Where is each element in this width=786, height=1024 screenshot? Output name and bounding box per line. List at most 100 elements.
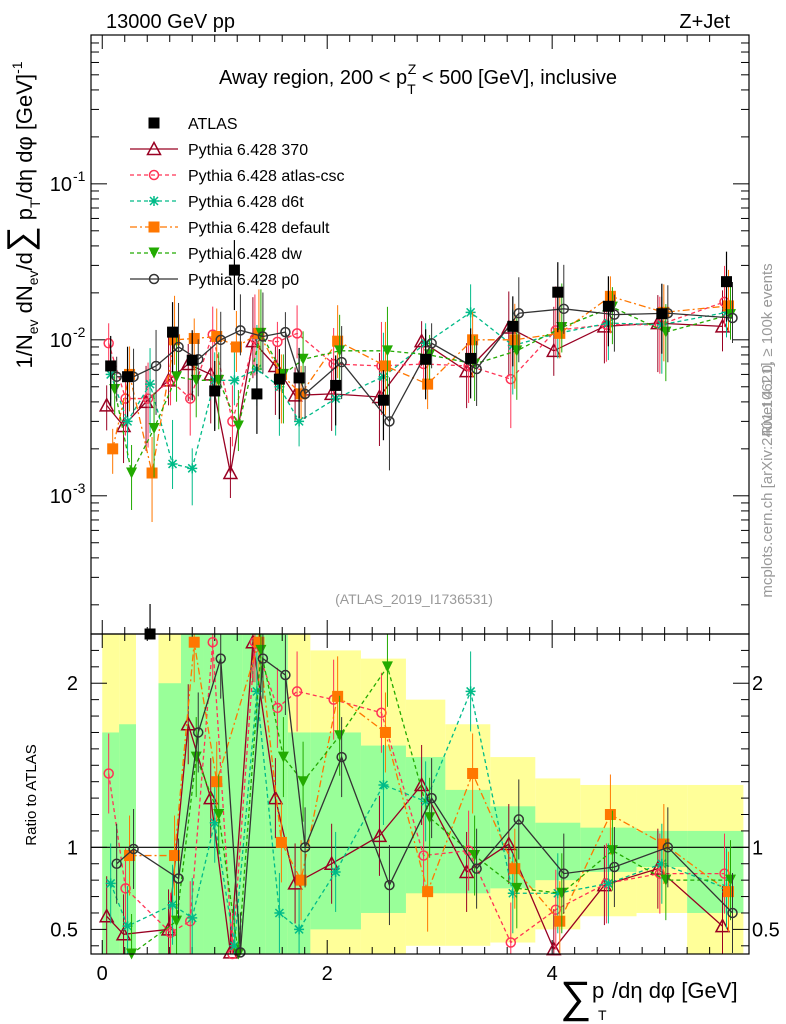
point-pythia-6-428-default bbox=[604, 290, 616, 302]
ratio-tick-label-right: 1 bbox=[752, 837, 763, 859]
ratio-point-pythia-6-428-p0 bbox=[192, 727, 204, 738]
point-pythia-6-428-370 bbox=[546, 342, 562, 358]
ratio-point-pythia-6-428-p0 bbox=[173, 873, 184, 884]
point-pythia-6-428-default bbox=[332, 335, 344, 347]
ratio-point-pythia-6-428-d6t bbox=[656, 858, 667, 869]
point-pythia-6-428-default bbox=[554, 327, 566, 339]
ratio-tick-label: 2 bbox=[67, 673, 78, 695]
ratio-point-pythia-6-428-d6t bbox=[274, 907, 285, 918]
point-pythia-6-428-370 bbox=[323, 385, 340, 401]
point-pythia-6-428-default bbox=[188, 332, 200, 344]
ratio-point-pythia-6-428-dw bbox=[334, 730, 346, 742]
ratio-band-green bbox=[242, 634, 266, 954]
atlas-point bbox=[122, 371, 134, 383]
atlas-point bbox=[105, 360, 117, 372]
legend-marker-pythia-6-428-370 bbox=[146, 140, 162, 156]
ratio-point-pythia-6-428-d6t bbox=[603, 878, 614, 889]
point-pythia-6-428-p0 bbox=[558, 303, 570, 315]
y-tick-label: 10 bbox=[50, 330, 72, 352]
ratio-ylabel: Ratio to ATLAS bbox=[23, 744, 40, 845]
ratio-point-pythia-6-428-dw bbox=[725, 874, 737, 886]
x-axis-label: ∑ p T /dη dφ [GeV] bbox=[560, 973, 738, 1023]
legend-marker-pythia-6-428-p0 bbox=[148, 273, 160, 285]
atlas-point bbox=[167, 326, 179, 338]
ratio-point-pythia-6-428-dw bbox=[277, 751, 289, 763]
point-pythia-6-428-d6t bbox=[187, 463, 198, 474]
point-pythia-6-428-p0 bbox=[257, 331, 269, 342]
ratio-point-pythia-6-428-dw bbox=[255, 644, 267, 656]
ratio-line-pythia-6-428-p0 bbox=[116, 657, 733, 953]
ratio-point-pythia-6-428-dw bbox=[171, 915, 183, 927]
ratio-point-pythia-6-428-370 bbox=[413, 776, 430, 792]
point-pythia-6-428-p0 bbox=[280, 326, 291, 338]
ratio-point-pythia-6-428-p0 bbox=[609, 861, 620, 873]
ratio-point-pythia-6-428-p0 bbox=[513, 814, 525, 825]
ratio-point-pythia-6-428-dw bbox=[424, 812, 436, 824]
header-left: 13000 GeV pp bbox=[106, 11, 235, 33]
ratio-point-pythia-6-428-p0 bbox=[727, 907, 738, 919]
point-pythia-6-428-p0 bbox=[215, 334, 226, 346]
svg-text:∑: ∑ bbox=[560, 973, 591, 1022]
ratio-point-pythia-6-428-default bbox=[554, 915, 566, 927]
point-pythia-6-428-p0 bbox=[111, 371, 122, 382]
atlas-point bbox=[656, 308, 668, 320]
ratio-point-pythia-6-428-atlas-csc bbox=[505, 937, 517, 948]
ratio-point-pythia-6-428-atlas-csc bbox=[207, 636, 218, 648]
ratio-point-pythia-6-428-dw bbox=[511, 882, 523, 894]
ratio-point-pythia-6-428-p0 bbox=[299, 842, 311, 853]
atlas-point bbox=[330, 379, 342, 391]
legend-marker-pythia-6-428-d6t bbox=[149, 196, 159, 206]
ratio-point-pythia-6-428-p0 bbox=[235, 947, 246, 958]
point-pythia-6-428-p0 bbox=[336, 356, 347, 368]
point-pythia-6-428-d6t bbox=[122, 416, 133, 427]
ratio-point-pythia-6-428-atlas-csc bbox=[291, 686, 303, 697]
point-pythia-6-428-default bbox=[422, 378, 434, 390]
ratio-band-green bbox=[158, 683, 181, 954]
point-pythia-6-428-p0 bbox=[150, 360, 162, 372]
point-pythia-6-428-p0 bbox=[299, 388, 311, 400]
side-text-mcplots: mcplots.cern.ch [arXiv:2401.10621] bbox=[759, 362, 776, 597]
ratio-point-pythia-6-428-default bbox=[379, 726, 391, 738]
point-pythia-6-428-dw bbox=[171, 371, 183, 383]
point-pythia-6-428-d6t bbox=[229, 375, 240, 386]
point-pythia-6-428-d6t bbox=[294, 416, 305, 427]
ratio-point-pythia-6-428-dw bbox=[190, 751, 202, 763]
ratio-point-pythia-6-428-dw bbox=[660, 874, 672, 886]
legend-marker-pythia-6-428-dw bbox=[148, 247, 160, 259]
header-right: Z+Jet bbox=[679, 11, 730, 33]
ratio-point-pythia-6-428-p0 bbox=[111, 858, 122, 869]
point-pythia-6-428-dw bbox=[255, 327, 267, 339]
y-axis-label: 1/Nev dNev/d∑ pT/dη dφ [GeV]-1 bbox=[0, 61, 43, 368]
point-pythia-6-428-p0 bbox=[235, 325, 246, 336]
ratio-point-pythia-6-428-d6t bbox=[105, 878, 116, 889]
ratio-line-pythia-6-428-default bbox=[129, 642, 729, 923]
svg-text:/dη dφ [GeV]: /dη dφ [GeV] bbox=[612, 978, 738, 1003]
ratio-point-pythia-6-428-dw bbox=[381, 661, 393, 673]
point-pythia-6-428-p0 bbox=[727, 312, 738, 324]
ratio-point-pythia-6-428-default bbox=[509, 863, 521, 875]
ratio-point-pythia-6-428-p0 bbox=[471, 863, 482, 874]
ratio-point-pythia-6-428-dw bbox=[297, 776, 309, 788]
series-line-pythia-6-428-p0 bbox=[116, 308, 733, 423]
ratio-point-pythia-6-428-p0 bbox=[336, 751, 347, 763]
point-pythia-6-428-atlas-csc bbox=[184, 393, 196, 404]
y-tick-exponent: -3 bbox=[73, 480, 86, 496]
y-tick-exponent: -2 bbox=[73, 324, 86, 340]
point-pythia-6-428-370 bbox=[245, 333, 261, 348]
analysis-id: (ATLAS_2019_I1736531) bbox=[335, 591, 493, 607]
atlas-point bbox=[251, 388, 263, 400]
ratio-point-pythia-6-428-default bbox=[604, 809, 616, 821]
point-pythia-6-428-d6t bbox=[167, 458, 178, 469]
atlas-point bbox=[293, 372, 305, 384]
ratio-point-pythia-6-428-d6t bbox=[122, 921, 133, 932]
ratio-tick-label-right: 2 bbox=[752, 673, 763, 695]
ratio-point-pythia-6-428-d6t bbox=[187, 912, 198, 923]
ratio-point-pythia-6-428-d6t bbox=[294, 924, 305, 935]
point-pythia-6-428-default bbox=[509, 334, 521, 346]
atlas-point bbox=[507, 320, 519, 332]
point-pythia-6-428-dw bbox=[334, 345, 346, 357]
atlas-point bbox=[721, 276, 733, 288]
ratio-point-pythia-6-428-p0 bbox=[558, 868, 570, 879]
point-pythia-6-428-p0 bbox=[513, 308, 525, 319]
